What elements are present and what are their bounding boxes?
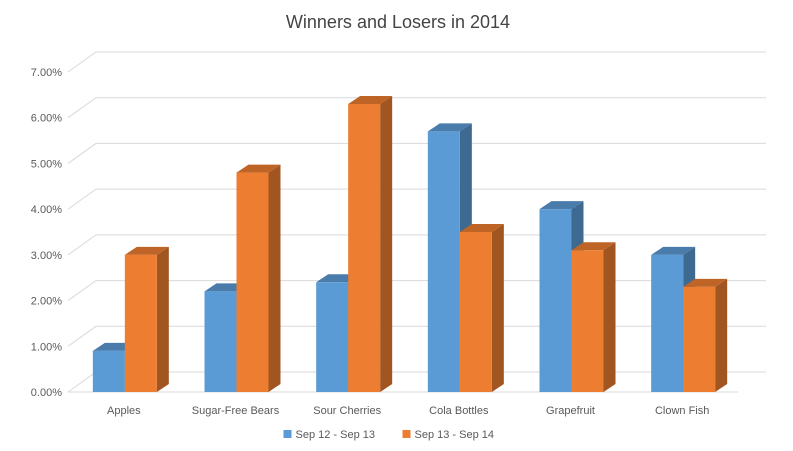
bar-front xyxy=(571,250,604,392)
y-tick-label: 3.00% xyxy=(31,250,62,262)
bar xyxy=(348,96,393,392)
x-tick-label: Grapefruit xyxy=(546,405,595,417)
bar-side xyxy=(380,96,393,392)
bar-front xyxy=(204,291,237,392)
bar-top xyxy=(651,246,696,255)
bar-front xyxy=(539,209,572,392)
legend-swatch xyxy=(402,430,411,438)
chart-title: Winners and Losers in 2014 xyxy=(286,12,510,32)
bar-front xyxy=(92,350,125,392)
legend-label: Sep 13 - Sep 14 xyxy=(415,429,495,441)
bar-side xyxy=(715,278,728,392)
bar xyxy=(236,164,281,392)
x-tick-label: Clown Fish xyxy=(655,405,709,417)
bar-top xyxy=(348,96,393,104)
legend-swatch xyxy=(283,430,292,438)
y-tick-label: 6.00% xyxy=(31,113,62,125)
legend-label: Sep 12 - Sep 13 xyxy=(296,429,376,441)
bar-side xyxy=(156,246,169,392)
bar xyxy=(124,246,169,392)
x-tick-label: Sour Cherries xyxy=(313,405,381,417)
bar-front xyxy=(236,172,269,392)
y-tick-label: 5.00% xyxy=(31,158,62,170)
bar xyxy=(459,224,504,392)
gridline xyxy=(67,188,766,210)
bar-top xyxy=(571,242,616,251)
gridline xyxy=(67,51,766,73)
bar xyxy=(427,123,472,392)
y-tick-label: 0.00% xyxy=(31,387,62,399)
bar-top xyxy=(539,201,584,210)
x-tick-label: Sugar-Free Bears xyxy=(192,405,280,417)
x-tick-label: Cola Bottles xyxy=(429,405,489,417)
y-tick-label: 1.00% xyxy=(31,341,62,353)
legend: Sep 12 - Sep 13 Sep 13 - Sep 14 xyxy=(283,429,495,441)
x-tick-label: Apples xyxy=(107,405,141,417)
bar-top xyxy=(459,224,504,232)
bar-front xyxy=(427,131,460,392)
y-tick-label: 7.00% xyxy=(31,67,62,79)
bar xyxy=(571,242,616,392)
y-tick-label: 4.00% xyxy=(31,204,62,216)
bar-top xyxy=(236,164,281,173)
bar-side xyxy=(268,164,281,392)
bars xyxy=(92,96,728,392)
bar xyxy=(683,278,728,392)
gridline xyxy=(67,142,766,164)
x-axis: Apples Sugar-Free Bears Sour Cherries Cola … xyxy=(107,405,709,417)
bar-front xyxy=(683,286,716,392)
bar-top xyxy=(683,278,728,287)
y-tick-label: 2.00% xyxy=(31,296,62,308)
bar-front xyxy=(316,282,349,392)
bar-front xyxy=(348,104,381,392)
bar-side xyxy=(603,242,616,392)
gridline xyxy=(67,97,766,119)
bar-front xyxy=(651,254,684,392)
bar-top xyxy=(124,246,169,255)
bar-side xyxy=(491,224,504,392)
y-axis: 0.00% 1.00% 2.00% 3.00% 4.00% 5.00% 6.00% 7.00% xyxy=(31,67,62,399)
gridlines xyxy=(67,51,766,393)
bar-front xyxy=(124,254,157,392)
bar-front xyxy=(459,232,492,392)
bar-top xyxy=(427,123,472,132)
